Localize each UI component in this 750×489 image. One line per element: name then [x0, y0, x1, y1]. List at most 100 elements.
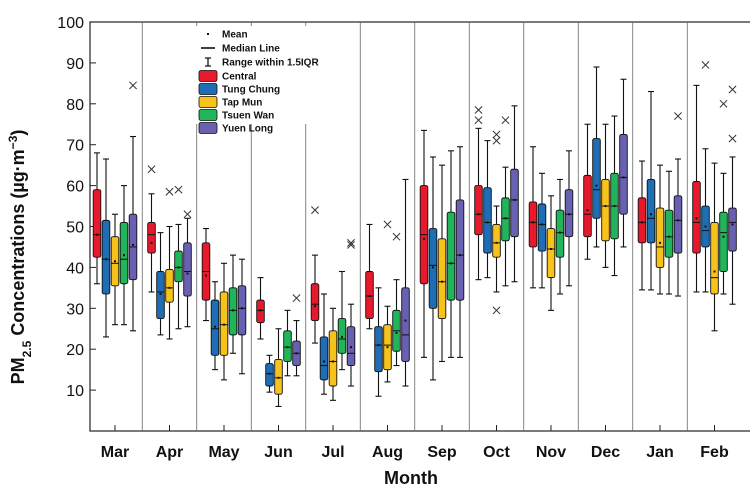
legend: Mean Median Line Range within 1.5IQR Centra…: [196, 26, 319, 135]
mean-point: [114, 260, 116, 263]
legend-label-whisker: Range within 1.5IQR: [222, 58, 319, 69]
box-group: [446, 150, 456, 358]
box: [719, 211, 728, 272]
box-group: [319, 293, 329, 395]
box: [346, 326, 356, 367]
legend-swatch-yuen-long: [198, 122, 218, 134]
legend-label-mean: Mean: [222, 30, 248, 41]
mean-point: [386, 346, 389, 349]
mean-point: [186, 272, 189, 275]
box: [664, 209, 674, 258]
box: [374, 326, 383, 373]
box-group: [101, 158, 111, 338]
box-group: [583, 123, 592, 260]
box-group: [274, 328, 283, 408]
box-group: [337, 270, 347, 371]
mean-point: [332, 360, 334, 363]
box-group: [710, 162, 719, 332]
box: [646, 179, 656, 244]
y-axis-title-sub: 2.5: [20, 340, 34, 357]
legend-label-tap-mun: Tap Mun: [222, 98, 262, 109]
legend-swatch-tung-chung: [198, 83, 218, 95]
box-group: [256, 277, 265, 340]
x-axis-title: Month: [384, 468, 438, 488]
outlier-marker: [728, 85, 737, 94]
box: [92, 189, 102, 258]
y-axis-title-suffix: ): [8, 130, 28, 136]
box-group: [328, 307, 338, 401]
y-tick-label: 80: [66, 97, 84, 114]
box: [474, 185, 483, 236]
box: [265, 363, 274, 387]
y-axis-title-sup: −3: [6, 135, 20, 149]
box: [365, 271, 374, 319]
outlier-marker: [174, 185, 183, 194]
mean-point: [150, 241, 153, 244]
mean-point: [613, 205, 616, 208]
legend-label-tung-chung: Tung Chung: [222, 85, 280, 96]
outlier-marker: [165, 187, 174, 196]
box: [101, 219, 111, 295]
box: [428, 228, 438, 309]
outlier-marker: [492, 306, 501, 315]
plot-area: 10 20 30 40 50 60 70 80 90 100 Mar Apr May Jun Jul Aug S…: [57, 15, 750, 461]
mean-point: [123, 254, 125, 257]
box: [274, 358, 283, 395]
box: [256, 299, 265, 324]
box: [237, 285, 247, 336]
box: [710, 221, 719, 295]
box: [283, 330, 292, 362]
outlier-marker: [501, 116, 510, 125]
mean-point: [586, 209, 589, 212]
mean-point: [132, 243, 134, 246]
series-yuen-long: [128, 78, 737, 387]
box-group: [128, 81, 138, 332]
box: [337, 318, 347, 354]
mean-point: [695, 217, 698, 220]
mean-point: [395, 331, 398, 334]
box-group: [374, 287, 383, 397]
mean-point: [323, 360, 325, 363]
box: [583, 174, 592, 238]
mean-point: [232, 309, 234, 312]
mean-point: [268, 372, 271, 375]
box-group: [528, 146, 538, 289]
series-tung-chung: [101, 60, 710, 397]
mean-point: [423, 237, 425, 240]
outlier-marker: [347, 238, 355, 247]
mean-point: [450, 262, 452, 265]
mean-point: [504, 217, 507, 220]
outlier-marker: [701, 60, 710, 69]
mean-point: [432, 266, 434, 269]
mean-point: [722, 235, 725, 238]
box-group: [646, 90, 656, 291]
box-group: [474, 105, 483, 281]
box-group: [292, 294, 301, 377]
x-tick-label-may: May: [208, 444, 239, 461]
box-group: [346, 238, 356, 387]
outlier-marker: [292, 294, 301, 303]
box: [492, 224, 501, 258]
box: [537, 203, 547, 252]
mean-point: [295, 352, 298, 355]
box-group: [555, 178, 565, 295]
box-group: [437, 164, 447, 363]
outlier-marker: [383, 220, 392, 229]
box-group: [265, 354, 274, 393]
outlier-marker: [492, 136, 501, 145]
box-group: [147, 165, 156, 293]
box-group: [664, 170, 674, 295]
outlier-marker: [474, 116, 483, 125]
box: [437, 238, 447, 319]
box: [210, 299, 220, 356]
box: [501, 197, 510, 242]
x-tick-label-jun: Jun: [264, 444, 292, 461]
mean-point: [459, 254, 461, 257]
box-group: [501, 116, 510, 287]
y-tick-label: 20: [66, 342, 84, 359]
y-tick-label: 30: [66, 301, 84, 318]
mean-point: [477, 213, 480, 216]
mean-point: [277, 376, 280, 379]
box-group: [673, 112, 683, 297]
